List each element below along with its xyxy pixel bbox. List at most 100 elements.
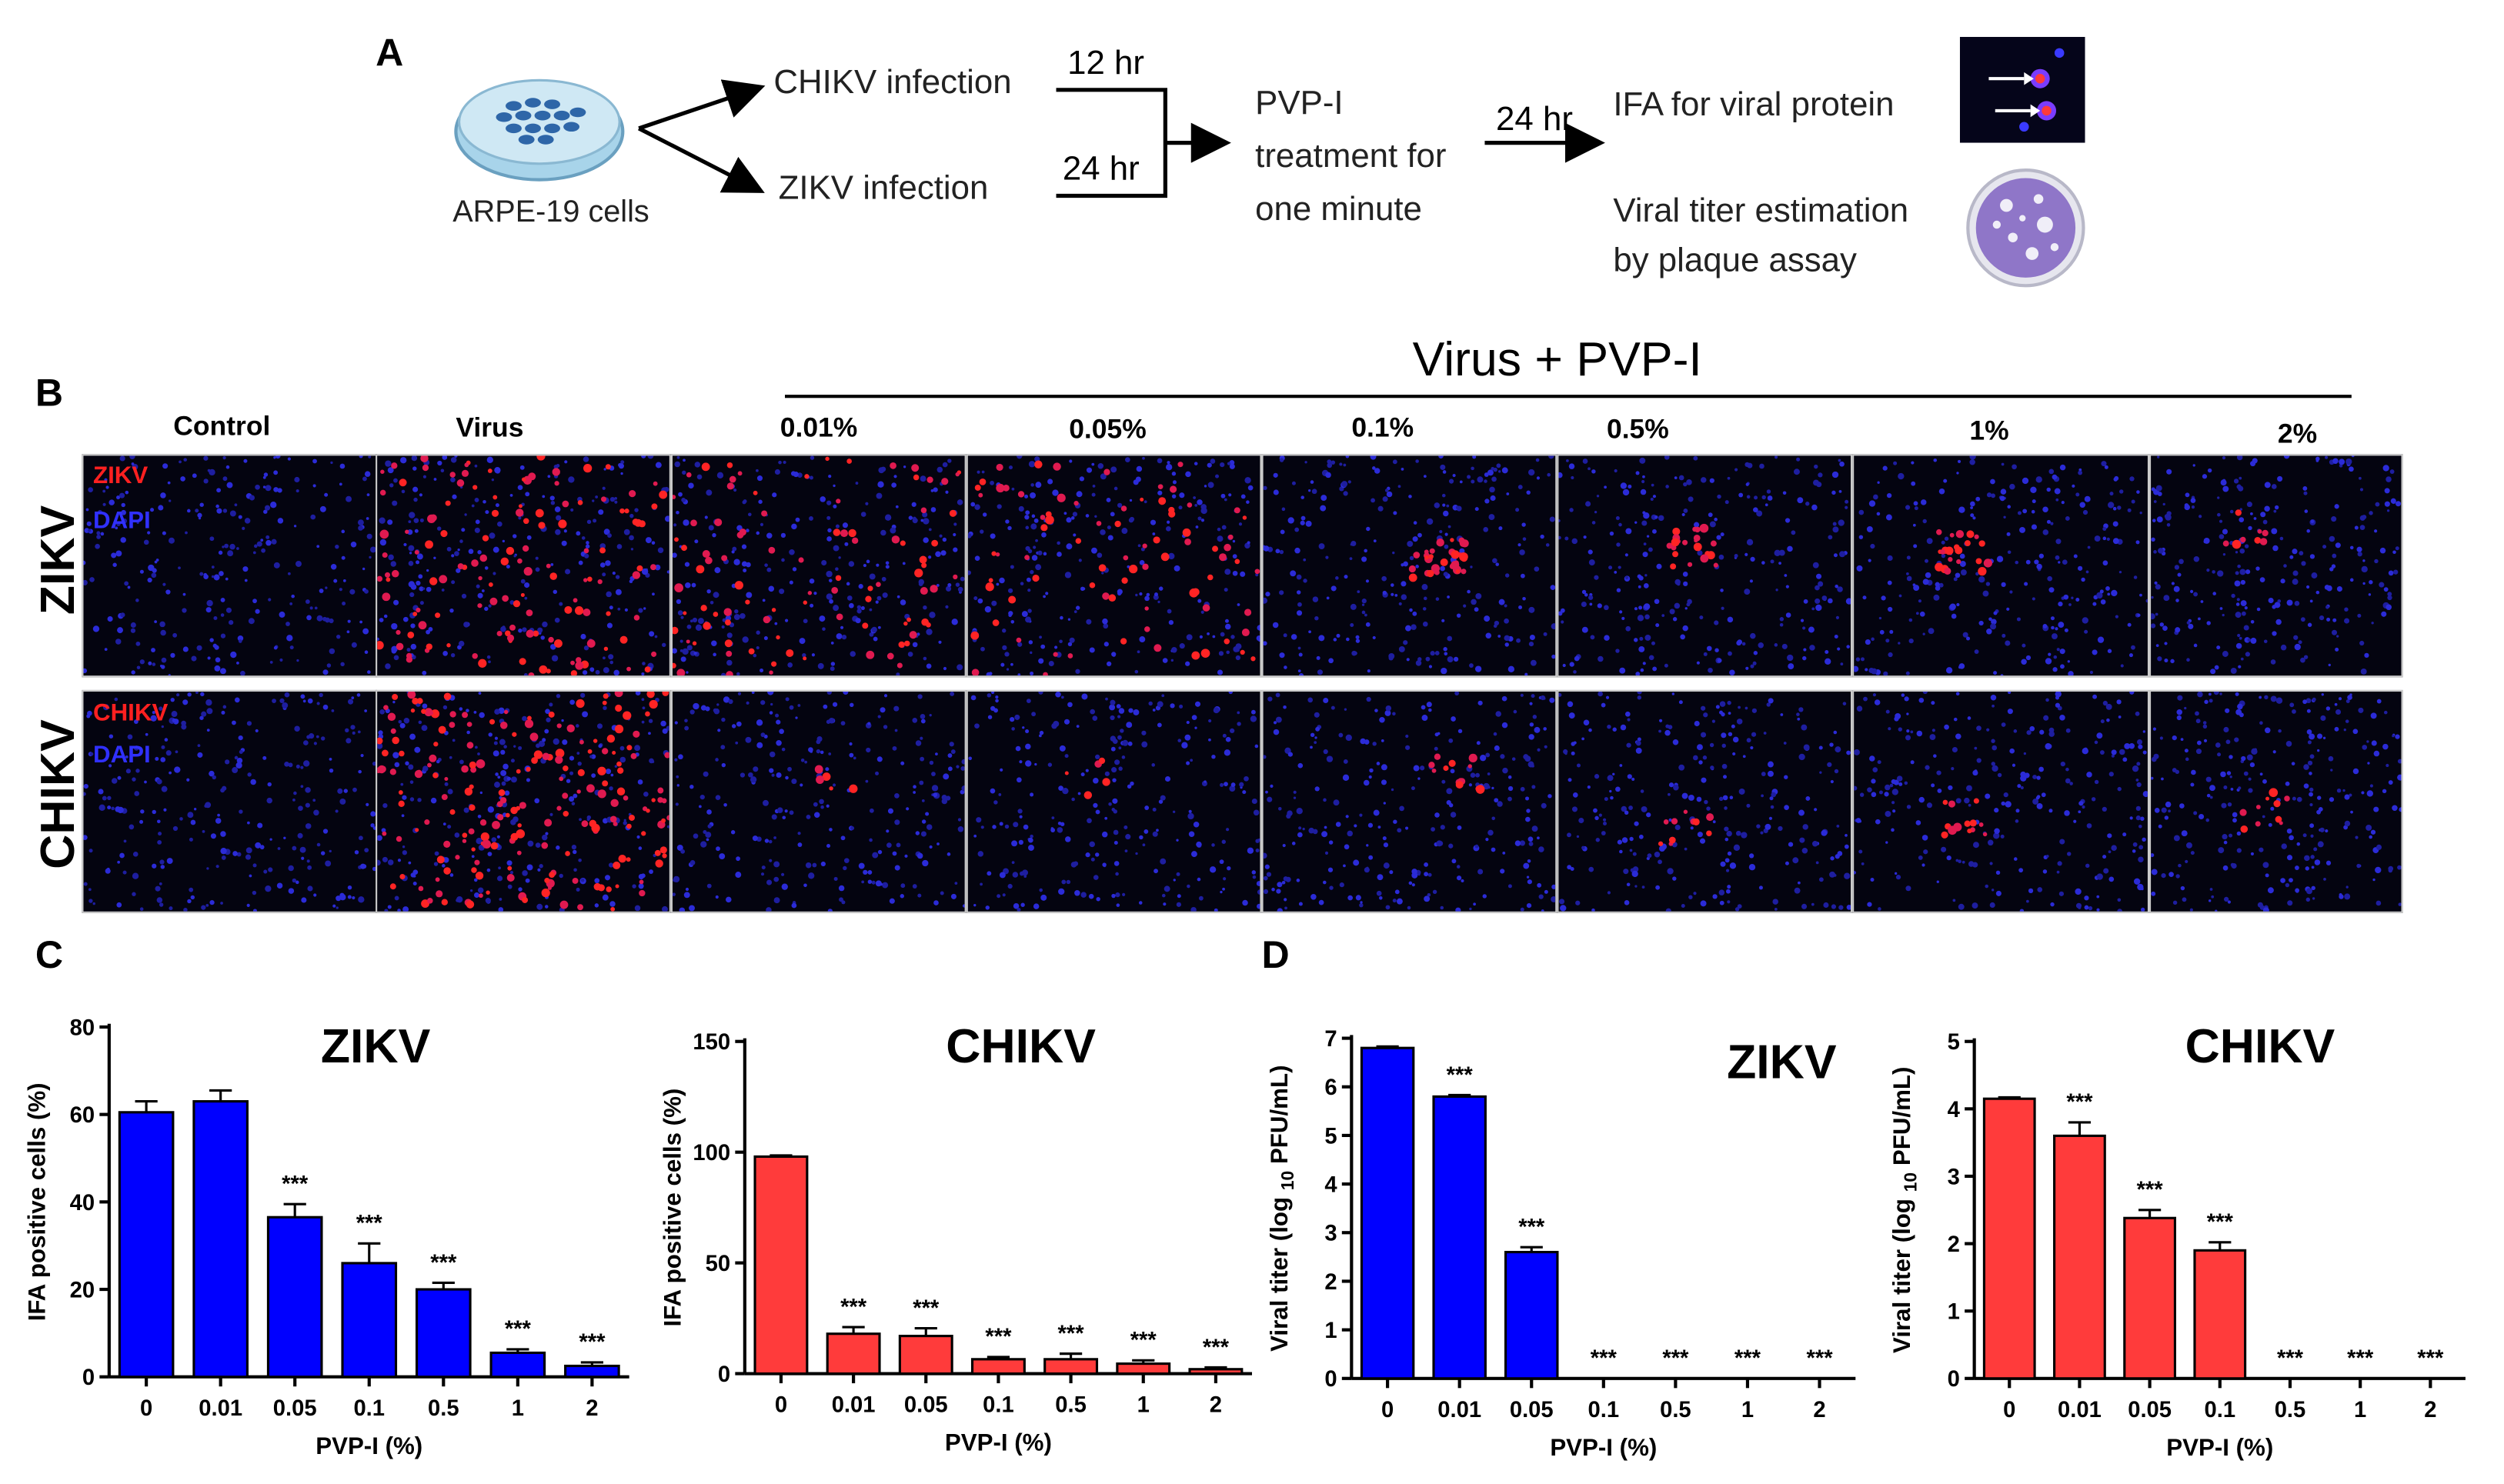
bar: [417, 1289, 471, 1377]
y-tick-label: 4: [1948, 1098, 1961, 1122]
y-tick-label: 100: [693, 1141, 730, 1166]
bar: [491, 1352, 545, 1376]
micrograph-tile: [967, 454, 1262, 677]
y-tick-label: 50: [706, 1252, 730, 1276]
y-tick-label: 0: [1948, 1367, 1960, 1392]
x-tick-label: 2: [1210, 1393, 1222, 1418]
ifa-readout: IFA for viral protein: [1613, 87, 1894, 125]
chart-title: ZIKV: [321, 1019, 431, 1073]
x-axis-label: PVP-I (%): [2166, 1434, 2273, 1461]
x-tick-label: 0.1: [353, 1396, 385, 1421]
x-axis-label: PVP-I (%): [945, 1429, 1052, 1456]
significance-label: ***: [2137, 1178, 2164, 1202]
micrograph-tile: [1262, 454, 1557, 677]
micrograph-tile: [376, 454, 671, 677]
significance-label: ***: [1591, 1346, 1618, 1371]
column-title-control: Control: [173, 411, 270, 443]
y-tick-label: 6: [1324, 1075, 1337, 1100]
significance-label: ***: [1662, 1346, 1689, 1371]
y-tick-label: 4: [1324, 1173, 1337, 1198]
column-title-dose-05: 0.5%: [1607, 414, 1669, 446]
y-tick-label: 5: [1324, 1124, 1337, 1149]
zikv-incubation-time: 24 hr: [1063, 151, 1140, 189]
group-title: Virus + PVP-I: [1413, 334, 1702, 389]
significance-label: ***: [1130, 1329, 1157, 1353]
significance-label: ***: [579, 1330, 606, 1355]
chart-title: CHIKV: [946, 1019, 1096, 1073]
significance-label: ***: [1518, 1216, 1545, 1240]
bar: [2195, 1250, 2245, 1378]
bar: [1984, 1099, 2035, 1379]
x-tick-label: 0.1: [1588, 1398, 1620, 1422]
micrograph-tile: [1262, 690, 1557, 913]
stain-label-dapi-chikv: DAPI: [93, 742, 151, 769]
x-tick-label: 0: [1381, 1398, 1394, 1422]
significance-label: ***: [1734, 1346, 1761, 1371]
x-tick-label: 2: [586, 1396, 598, 1421]
bar: [566, 1366, 619, 1376]
ifa-image-icon: [1960, 37, 2085, 143]
micrograph-tile: [671, 454, 967, 677]
significance-label: ***: [1806, 1346, 1833, 1371]
bar: [1190, 1369, 1242, 1374]
bar: [973, 1359, 1025, 1374]
y-tick-label: 1: [1324, 1319, 1337, 1343]
significance-label: ***: [430, 1251, 457, 1276]
significance-label: ***: [2277, 1346, 2304, 1371]
x-tick-label: 0.1: [2205, 1398, 2236, 1422]
x-tick-label: 0.01: [1437, 1398, 1481, 1422]
significance-label: ***: [985, 1325, 1012, 1349]
significance-label: ***: [1447, 1063, 1474, 1088]
x-tick-label: 0.5: [1660, 1398, 1691, 1422]
y-tick-label: 0: [82, 1366, 95, 1390]
x-tick-label: 0: [2003, 1398, 2015, 1422]
significance-label: ***: [913, 1296, 940, 1321]
post-treatment-time: 24 hr: [1496, 101, 1573, 139]
y-tick-label: 150: [693, 1030, 730, 1055]
bar: [1506, 1252, 1557, 1379]
x-tick-label: 0.01: [2058, 1398, 2102, 1422]
bar: [342, 1263, 396, 1377]
bar: [827, 1334, 880, 1374]
column-title-dose-2: 2%: [2278, 419, 2317, 451]
bar: [1361, 1048, 1413, 1379]
x-tick-label: 0.05: [1510, 1398, 1554, 1422]
significance-label: ***: [2417, 1346, 2444, 1371]
micrograph-tile: [1557, 454, 1852, 677]
bar: [1434, 1096, 1485, 1378]
y-tick-label: 2: [1948, 1232, 1960, 1257]
x-tick-label: 0.05: [2128, 1398, 2172, 1422]
panel-b-label: B: [35, 372, 63, 417]
x-tick-label: 0.05: [273, 1396, 317, 1421]
x-tick-label: 0.01: [199, 1396, 242, 1421]
y-tick-label: 2: [1324, 1270, 1337, 1295]
y-axis-label: IFA positive cells (%): [23, 1082, 50, 1321]
y-axis-label: IFA positive cells (%): [659, 1089, 686, 1327]
bar: [268, 1217, 322, 1376]
micrograph-tile: [967, 690, 1262, 913]
y-tick-label: 5: [1948, 1030, 1960, 1055]
micrograph-tile: [2149, 454, 2403, 677]
column-title-dose-001: 0.01%: [780, 412, 858, 445]
y-axis-label: Viral titer (log 10 PFU/mL): [1266, 1065, 1297, 1351]
x-axis-label: PVP-I (%): [1550, 1434, 1657, 1461]
micrograph-tile: [1852, 690, 2149, 913]
micrograph-tile: [376, 690, 671, 913]
micrograph-tile: [1852, 454, 2149, 677]
chikv-incubation-time: 12 hr: [1067, 45, 1144, 83]
flow-arrows: [0, 0, 2504, 321]
x-tick-label: 1: [1137, 1393, 1150, 1418]
bar: [755, 1156, 807, 1373]
x-tick-label: 1: [512, 1396, 524, 1421]
y-tick-label: 3: [1948, 1165, 1960, 1189]
significance-label: ***: [840, 1295, 867, 1319]
significance-label: ***: [356, 1212, 383, 1236]
bar: [1045, 1359, 1097, 1374]
column-title-virus: Virus: [456, 412, 523, 445]
plaque-plate-icon: [1965, 167, 2087, 289]
y-tick-label: 3: [1324, 1222, 1337, 1246]
column-title-dose-005: 0.05%: [1069, 414, 1147, 446]
